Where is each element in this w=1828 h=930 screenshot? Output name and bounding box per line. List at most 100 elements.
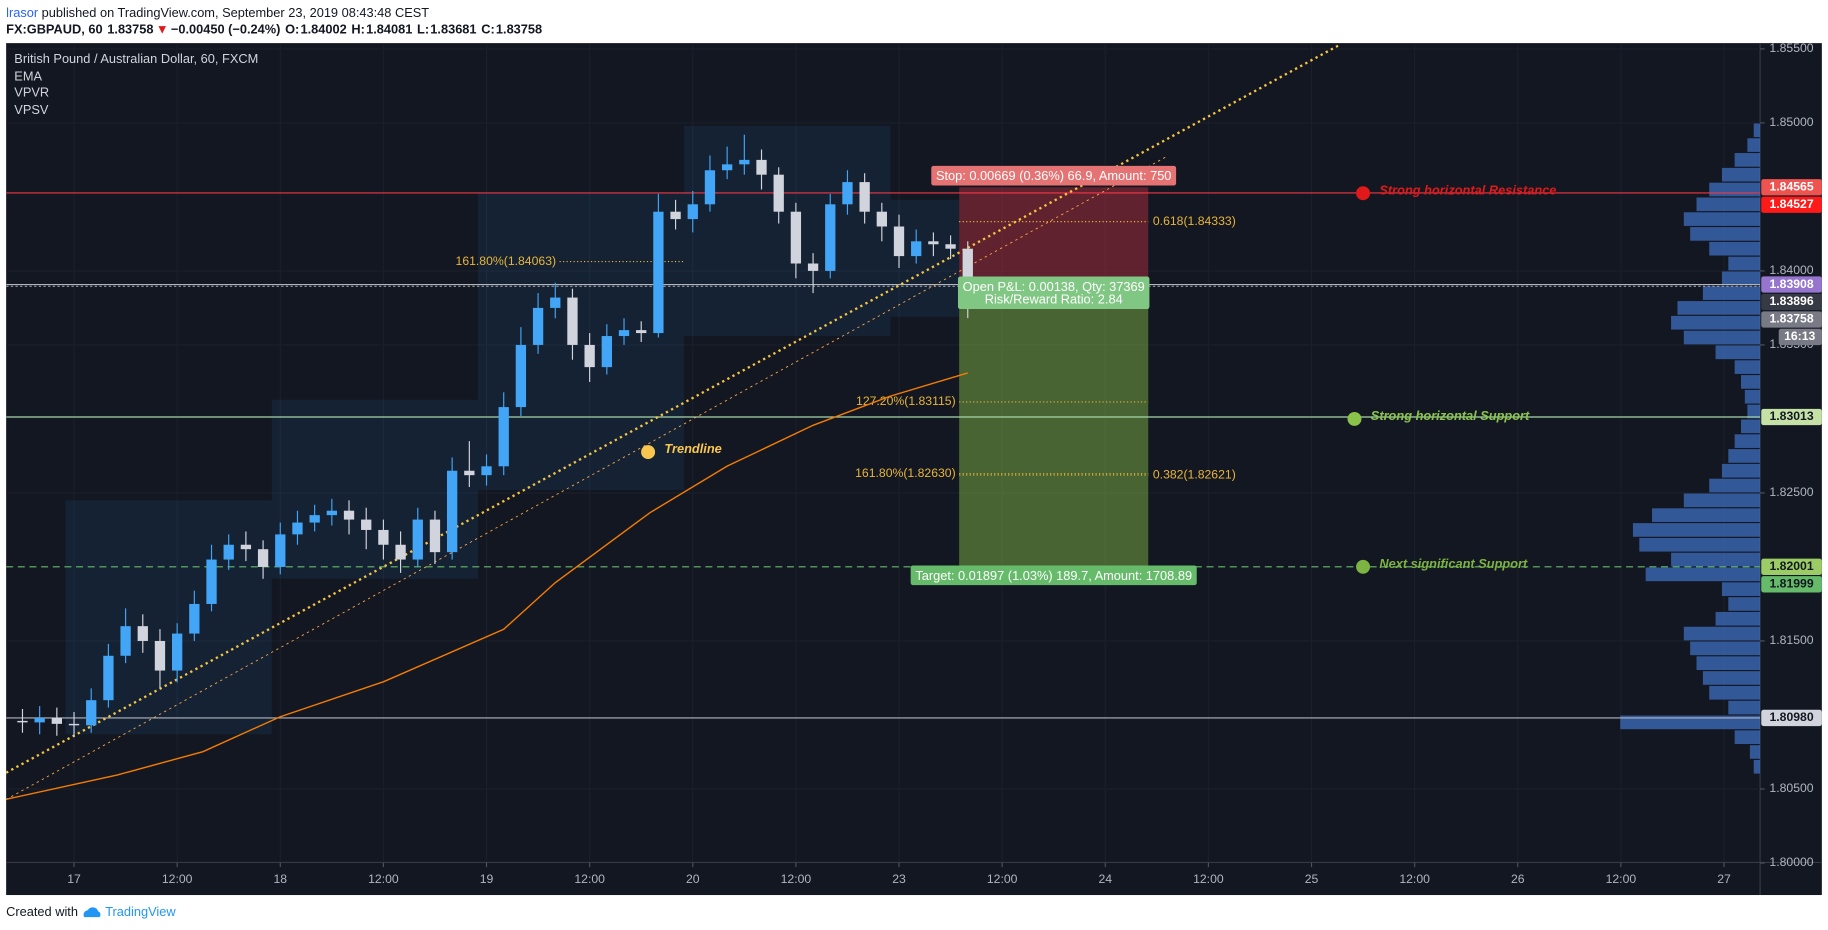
publish-line: lrasor published on TradingView.com, Sept…	[6, 5, 429, 20]
x-tick-label: 25	[1305, 872, 1319, 886]
x-tick-label: 12:00	[368, 872, 399, 886]
volume-profile-bar	[1709, 685, 1761, 700]
fib-label: 0.382(1.82621)	[1153, 467, 1236, 481]
candle-body	[257, 549, 269, 567]
author-link[interactable]: lrasor	[6, 5, 39, 20]
price-label-box	[1761, 558, 1822, 575]
session-box	[65, 500, 272, 735]
volume-profile-bar	[1702, 671, 1761, 685]
price-label-box	[1761, 709, 1822, 727]
published-text: published on TradingView.com, September …	[42, 5, 430, 20]
candle-body	[361, 519, 372, 530]
logo-icon	[83, 907, 101, 918]
session-box	[684, 125, 891, 337]
volume-profile-bar	[1744, 389, 1761, 404]
candle-body	[756, 159, 767, 175]
candle-body	[687, 204, 698, 220]
price-label-box	[1761, 311, 1822, 328]
volume-profile-bar	[1721, 167, 1761, 182]
price-label: 1.83896	[1769, 294, 1813, 308]
volume-profile-bar	[1715, 345, 1761, 360]
candle-body	[395, 544, 406, 560]
volume-profile-bar	[1721, 271, 1761, 286]
pnl-label-box	[957, 276, 1150, 310]
volume-profile-bar	[1747, 138, 1761, 152]
x-tick-label: 20	[686, 872, 700, 886]
candle-body	[309, 515, 320, 523]
x-tick-label: 18	[273, 872, 287, 886]
indicator-legend: EMA	[14, 68, 42, 83]
y-tick-label: 1.80500	[1769, 781, 1813, 795]
axes: 1.855001.850001.840001.835001.825001.815…	[67, 41, 1822, 886]
candle-body	[481, 466, 492, 476]
candle-body	[103, 655, 114, 701]
annotation-text: Trendline	[664, 441, 721, 456]
candle-body	[498, 407, 509, 467]
volume-profile-bar	[1715, 611, 1761, 626]
x-tick-label: 12:00	[781, 872, 812, 886]
candle-body	[790, 211, 802, 264]
candle-body	[206, 559, 217, 604]
x-tick-label: 17	[67, 872, 81, 886]
candle-body	[412, 519, 423, 560]
target-zone	[959, 286, 1149, 568]
ohlc-key: H:	[351, 22, 365, 37]
countdown-box	[1778, 328, 1822, 346]
ohlc-key: L:	[417, 22, 429, 37]
fib-label: 161.80%(1.82630)	[855, 466, 956, 480]
candle-body	[189, 603, 200, 634]
annotation-dot	[641, 445, 656, 460]
indicator-legend: VPSV	[14, 102, 49, 117]
candle-body	[721, 164, 733, 171]
candle-body	[704, 170, 716, 205]
footer-brand[interactable]: TradingView	[105, 904, 176, 919]
price-label: 1.83908	[1769, 277, 1813, 291]
volume-profile-bar	[1683, 330, 1761, 345]
last-price: 1.83758	[107, 22, 153, 37]
candle-body	[859, 182, 870, 212]
y-tick-label: 1.84000	[1769, 263, 1813, 277]
symbol: FX:GBPAUD, 60	[6, 22, 102, 37]
candle-body	[636, 330, 647, 334]
x-tick-label: 12:00	[574, 872, 605, 886]
y-tick-label: 1.85000	[1769, 115, 1813, 129]
ohlc-value: 1.83681	[430, 22, 476, 37]
fib-label: 0.618(1.84333)	[1153, 214, 1236, 228]
candle-body	[515, 344, 527, 408]
fib-label: 161.80%(1.84063)	[456, 254, 557, 268]
volume-profile-bar	[1741, 419, 1761, 434]
candle-body	[825, 204, 836, 271]
price-label: 1.80980	[1769, 710, 1813, 724]
candle-body	[550, 297, 561, 308]
change-arrow: ▼	[156, 22, 169, 37]
candle-body	[292, 522, 303, 535]
volume-profile-bar	[1721, 582, 1761, 596]
price-label: 1.83758	[1769, 312, 1813, 326]
x-tick-label: 12:00	[1606, 872, 1637, 886]
x-tick-label: 27	[1717, 872, 1731, 886]
y-tick-label: 1.85500	[1769, 41, 1813, 55]
candle-body	[446, 470, 458, 553]
annotation-text: Strong horizontal Resistance	[1379, 182, 1556, 197]
volume-profile-bar	[1728, 597, 1761, 611]
volume-profile-bar	[1690, 641, 1761, 656]
volume-profile-bar	[1683, 212, 1761, 226]
candle-body	[911, 241, 922, 257]
candle-body	[223, 544, 234, 560]
volume-profile-bar	[1741, 375, 1761, 389]
x-tick-label: 12:00	[162, 872, 193, 886]
volume-profile-bar	[1709, 182, 1761, 197]
volume-profile-bar	[1639, 537, 1761, 552]
candle-body	[653, 211, 664, 334]
x-tick-label: 19	[480, 872, 494, 886]
ohlc-value: 1.83758	[496, 22, 542, 37]
volume-profile-bar	[1728, 256, 1761, 271]
candle-body	[51, 717, 63, 724]
price-label: 1.83013	[1769, 409, 1813, 423]
session-box	[271, 399, 478, 579]
candle-body	[739, 159, 750, 165]
volume-profile-bar	[1734, 730, 1761, 744]
annotation-dot	[1356, 186, 1371, 201]
